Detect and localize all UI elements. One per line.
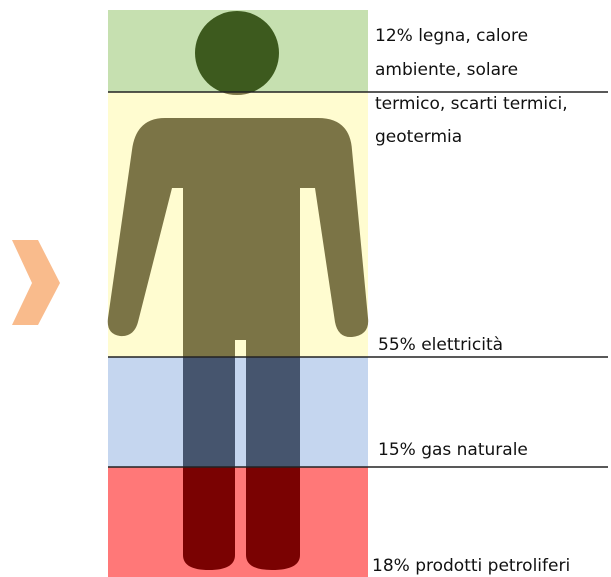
label-line: 12% legna, calore — [375, 26, 528, 46]
label-line: geotermia — [375, 127, 462, 147]
band-red — [108, 467, 368, 577]
label-line: 18% prodotti petroliferi — [372, 556, 570, 576]
arrow — [12, 240, 60, 325]
label-line: termico, scarti termici, — [375, 94, 568, 114]
label-line: 15% gas naturale — [378, 440, 528, 460]
band-blue — [108, 357, 368, 467]
label-line: 55% elettricità — [378, 335, 503, 355]
label-line: ambiente, solare — [375, 60, 518, 80]
